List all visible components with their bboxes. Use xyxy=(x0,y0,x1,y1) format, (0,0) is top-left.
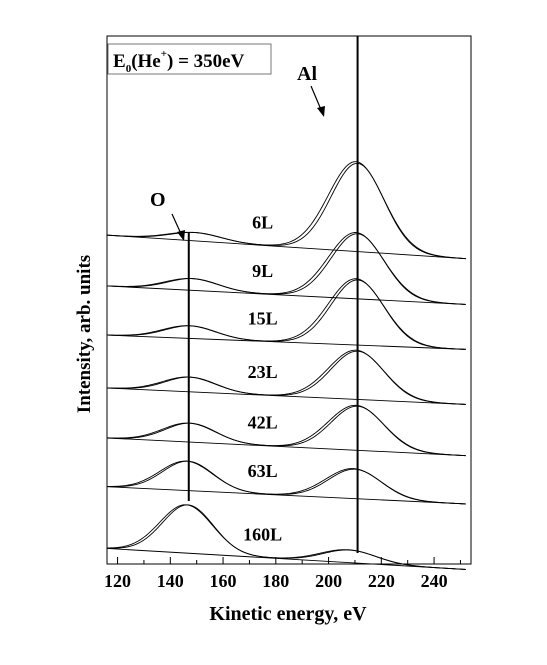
energy-box xyxy=(107,43,272,75)
baseline-23L xyxy=(106,387,466,405)
series-label-63L: 63L xyxy=(248,461,278,481)
x-tick-label: 180 xyxy=(262,571,289,591)
reference-lines xyxy=(187,36,359,553)
series-line-160L xyxy=(106,504,466,570)
series-label-15L: 15L xyxy=(248,308,278,328)
series-label-9L: 9L xyxy=(252,261,273,281)
series-label-6L: 6L xyxy=(252,212,273,232)
series-line-160L xyxy=(106,504,466,570)
series-line-9L xyxy=(106,232,466,305)
series-line-63L xyxy=(106,460,466,505)
x-axis-label: Kinetic energy, eV xyxy=(209,603,367,625)
baseline-160L xyxy=(106,548,466,570)
series-label-23L: 23L xyxy=(248,362,278,382)
series-line-15L xyxy=(106,278,466,350)
series-line-6L xyxy=(106,161,466,260)
y-axis-label: Intensity, arb. units xyxy=(74,255,95,413)
al-label: Al xyxy=(297,63,317,85)
baselines xyxy=(106,234,466,570)
series-label-42L: 42L xyxy=(248,413,278,433)
x-tick-label: 120 xyxy=(104,571,131,591)
baseline-9L xyxy=(106,285,466,305)
baseline-6L xyxy=(106,234,466,260)
x-tick-label: 220 xyxy=(368,571,395,591)
series-line-42L xyxy=(106,405,466,457)
series-label-160L: 160L xyxy=(243,525,282,545)
o-label: O xyxy=(150,189,166,211)
series-labels: 6L 9L 15L 23L 42L 63L 160L xyxy=(243,212,282,544)
o-arrow xyxy=(171,213,185,241)
x-tick-label: 240 xyxy=(421,571,448,591)
x-tick-label: 160 xyxy=(210,571,237,591)
series-line-23L xyxy=(106,350,466,405)
series-line-63L xyxy=(106,460,466,505)
baseline-63L xyxy=(106,486,466,505)
x-tick-label: 140 xyxy=(157,571,184,591)
series-line-9L xyxy=(106,233,466,305)
baseline-42L xyxy=(106,437,466,457)
baseline-15L xyxy=(106,334,466,350)
series-line-42L xyxy=(106,404,466,457)
x-axis-ticks: 120 140 160 180 200 220 240 xyxy=(104,557,461,591)
series-line-23L xyxy=(106,349,466,405)
al-arrow xyxy=(310,85,325,117)
series-line-15L xyxy=(106,279,466,350)
plot-frame xyxy=(106,35,472,565)
energy-text: E0(He+) = 350eV xyxy=(113,48,245,75)
series-line-6L xyxy=(106,162,466,260)
series-lines xyxy=(106,161,466,570)
x-tick-label: 200 xyxy=(315,571,342,591)
energy-annotation: E0(He+) = 350eV xyxy=(107,43,272,75)
